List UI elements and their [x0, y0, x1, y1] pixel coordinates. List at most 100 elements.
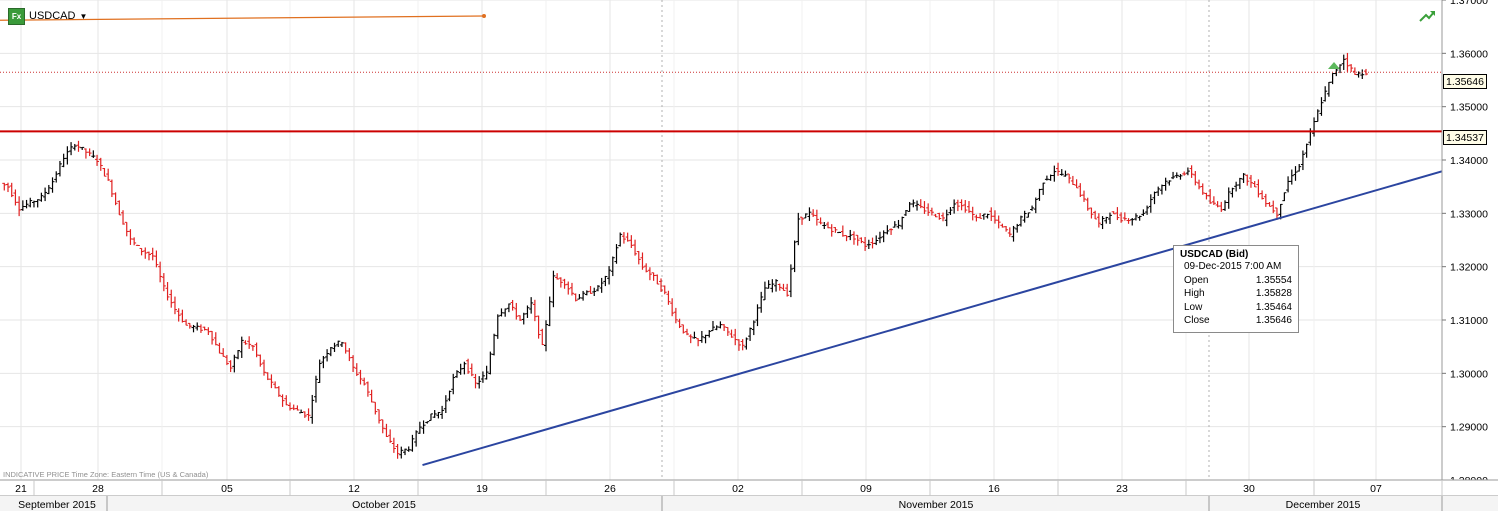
- tooltip-row-high: High 1.35828: [1184, 288, 1292, 299]
- ohlc-bar: [521, 312, 526, 325]
- ohlc-bar: [328, 346, 333, 357]
- ohlc-bar: [410, 434, 415, 452]
- ohlc-bar: [896, 219, 901, 229]
- ohlc-bar: [718, 321, 723, 329]
- ohlc-bar: [703, 334, 708, 344]
- y-tick-label: 1.29000: [1450, 422, 1488, 434]
- ohlc-bar: [1200, 183, 1205, 195]
- ohlc-bar: [1122, 212, 1127, 221]
- ohlc-bar: [1130, 217, 1135, 226]
- ohlc-bar: [1037, 188, 1042, 201]
- ohlc-bar: [1208, 189, 1213, 204]
- ohlc-bar: [595, 285, 600, 292]
- ohlc-bar: [492, 333, 497, 356]
- month-label: September 2015: [18, 499, 96, 511]
- ohlc-bar: [388, 429, 393, 443]
- ohlc-bar: [677, 318, 682, 329]
- ohlc-bar: [1171, 171, 1176, 180]
- fx-icon: Fx: [8, 7, 25, 25]
- ohlc-bar: [1197, 179, 1202, 190]
- ohlc-bar: [840, 225, 845, 237]
- ohlc-bar: [659, 278, 664, 292]
- ohlc-bar: [98, 157, 103, 171]
- symbol-label: USDCAD: [29, 10, 76, 22]
- ohlc-bar: [1041, 182, 1046, 195]
- ohlc-bar: [1022, 210, 1027, 223]
- ohlc-bar: [1226, 187, 1231, 209]
- ohlc-bar: [562, 278, 567, 289]
- y-tick-label: 1.30000: [1450, 368, 1488, 380]
- ohlc-bar: [1145, 205, 1150, 215]
- month-label: December 2015: [1286, 499, 1361, 511]
- ohlc-bar: [39, 192, 44, 202]
- orange-trendline: [0, 15, 485, 21]
- ohlc-bar: [276, 386, 281, 397]
- ohlc-bar: [955, 199, 960, 212]
- ohlc-bar: [50, 177, 55, 193]
- ohlc-bar: [180, 309, 185, 323]
- ohlc-bar: [17, 196, 22, 217]
- ohlc-bar: [963, 200, 968, 213]
- ohlc-bar: [1070, 175, 1075, 186]
- ohlc-bar: [970, 206, 975, 221]
- ohlc-bar: [1033, 197, 1038, 214]
- ohlc-bar: [788, 264, 793, 298]
- ohlc-bar: [362, 377, 367, 386]
- ohlc-bar: [751, 320, 756, 336]
- ohlc-bar: [870, 237, 875, 249]
- ohlc-bar: [755, 304, 760, 327]
- ohlc-bar: [748, 327, 753, 341]
- ohlc-bar: [321, 355, 326, 369]
- ohlc-bar: [518, 315, 523, 321]
- y-tick-label: 1.37000: [1450, 0, 1488, 7]
- ohlc-bar: [495, 314, 500, 339]
- trend-up-icon[interactable]: [1418, 9, 1436, 23]
- ohlc-bar: [1093, 210, 1098, 220]
- ohlc-bar: [803, 213, 808, 219]
- x-tick-label: 28: [92, 483, 104, 495]
- ohlc-bar: [1193, 171, 1198, 186]
- ohlc-bar: [1059, 169, 1064, 176]
- ohlc-bar: [1074, 179, 1079, 189]
- ohlc-bar: [707, 330, 712, 338]
- ohlc-bar: [859, 237, 864, 244]
- ohlc-bar: [458, 363, 463, 375]
- ohlc-bar: [692, 331, 697, 339]
- ohlc-bar: [1063, 170, 1068, 177]
- ohlc-bar: [454, 370, 459, 378]
- ohlc-bar: [1082, 190, 1087, 202]
- ohlc-bar: [1096, 213, 1101, 228]
- ohlc-bar: [1100, 216, 1105, 230]
- ohlc-bar: [729, 329, 734, 338]
- ohlc-bar: [540, 328, 545, 346]
- ohlc-bar: [399, 446, 404, 459]
- signal-marker: [1328, 62, 1340, 69]
- ohlc-bar: [466, 358, 471, 374]
- ohlc-bar: [929, 207, 934, 216]
- ohlc-bar: [655, 274, 660, 285]
- month-label: November 2015: [899, 499, 974, 511]
- chart-annotations: [0, 14, 1464, 467]
- ohlc-bar: [603, 275, 608, 287]
- ohlc-bar: [184, 319, 189, 326]
- ohlc-bar: [844, 235, 849, 242]
- ohlc-bar: [685, 328, 689, 336]
- ohlc-bar: [529, 297, 534, 314]
- ohlc-bar: [1297, 164, 1302, 172]
- ohlc-bar: [647, 267, 652, 281]
- ohlc-bar: [165, 282, 170, 301]
- ohlc-bar: [599, 277, 604, 293]
- x-tick-label: 02: [732, 483, 744, 495]
- ohlc-bar: [618, 232, 623, 247]
- ohlc-bar: [57, 161, 62, 177]
- ohlc-bar: [176, 308, 181, 322]
- ohlc-bar: [54, 171, 59, 183]
- symbol-selector[interactable]: Fx USDCAD ▼: [8, 7, 87, 25]
- ohlc-bar: [781, 283, 786, 291]
- ohlc-bar: [1289, 169, 1294, 185]
- ohlc-bar: [555, 273, 560, 280]
- ohlc-bar: [992, 210, 997, 224]
- ohlc-bar: [588, 286, 593, 294]
- ohlc-bar: [1011, 225, 1016, 242]
